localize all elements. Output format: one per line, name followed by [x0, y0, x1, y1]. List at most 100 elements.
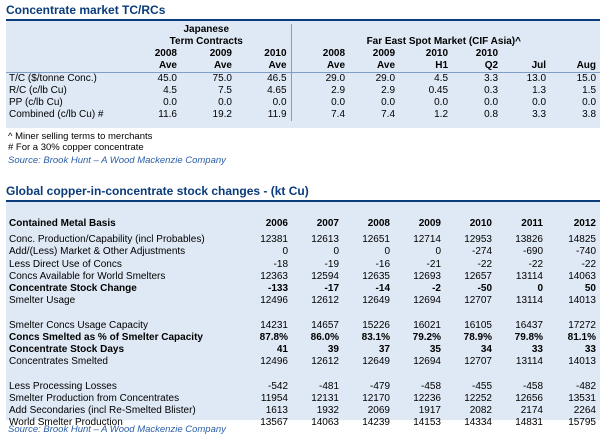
tc-header-group1: Japanese [6, 24, 601, 36]
value-cell: -458 [522, 380, 543, 392]
table-row: Less Processing Losses -542 -481 -479 -458 -4… [6, 380, 600, 392]
year-cell: 2010 [475, 48, 499, 59]
value-cell: -19 [324, 258, 339, 270]
table-row: Concs Smelted as % of Smelter Capacity 87… [6, 332, 600, 344]
contained-metal-basis-header: Contained Metal Basis [9, 218, 116, 230]
value-cell: -690 [522, 246, 543, 258]
value-cell [394, 307, 445, 319]
table-row: Add Secondaries (incl Re-Smelted Blister… [6, 405, 600, 417]
value-cell: 1.3 [532, 85, 547, 96]
value-cell [496, 368, 547, 380]
value-cell: -481 [318, 380, 339, 392]
row-label: World Smelter Production [9, 417, 123, 429]
row-label: R/C (c/lb Cu) [9, 85, 67, 96]
section1-title: Concentrate market TC/RCs [6, 3, 166, 17]
source-note-1: Source: Brook Hunt – A Wood Mackenzie Co… [8, 155, 226, 166]
value-cell: 12131 [311, 392, 339, 404]
value-cell: 33 [531, 343, 543, 355]
value-cell: 13114 [515, 356, 543, 368]
value-cell: 34 [480, 343, 492, 355]
value-cell: 3.3 [452, 72, 503, 85]
value-cell: 2.9 [290, 85, 350, 97]
value-cell: -22 [528, 258, 543, 270]
value-cell: 11954 [260, 392, 288, 404]
value-cell: 16437 [515, 319, 543, 331]
value-cell: 12953 [464, 234, 492, 246]
value-cell: 12657 [464, 270, 492, 282]
value-cell: 14239 [362, 417, 390, 429]
value-cell: 12707 [464, 356, 492, 368]
value-cell: 29.0 [349, 72, 400, 85]
value-cell: -22 [581, 258, 596, 270]
value-cell [343, 368, 394, 380]
value-cell: 2174 [520, 404, 543, 416]
value-cell: 14831 [515, 417, 543, 429]
japanese-header-line2: Term Contracts [169, 36, 243, 47]
tc-row: PP (c/lb Cu) 0.0 0.0 0.0 0.0 0.0 0.0 0.0 0.0 0.0 [6, 97, 600, 109]
year-cell: 2009 [372, 48, 396, 59]
table-row: Concentrate Stock Days 41 39 37 35 34 33 33 [6, 344, 600, 356]
value-cell: 0 [282, 246, 288, 258]
value-cell: 86.0% [310, 331, 339, 343]
value-cell: 4.5 [163, 85, 177, 96]
table-row: Concentrate Stock Change -133 -17 -14 -2 -50 0… [6, 283, 600, 295]
value-cell: -21 [426, 258, 441, 270]
value-cell: -458 [420, 380, 441, 392]
value-cell: 3.8 [582, 109, 597, 120]
value-cell: 13114 [515, 295, 543, 307]
value-cell [242, 307, 292, 319]
value-cell: 0 [537, 283, 543, 295]
value-cell: 12694 [413, 356, 441, 368]
year-header: 2011 [521, 218, 543, 230]
value-cell: 2.9 [381, 85, 396, 96]
row-label: Combined (c/lb Cu) # [9, 109, 104, 120]
value-cell: 12496 [260, 356, 288, 368]
value-cell: 1.5 [582, 85, 597, 96]
value-cell: 4.65 [267, 85, 287, 96]
tc-row: Combined (c/lb Cu) #11.6 19.2 11.9 7.4 7.4 1.… [6, 109, 600, 121]
far-east-header: Far East Spot Market (CIF Asia)^ [290, 36, 601, 48]
value-cell: 0.0 [163, 97, 177, 108]
value-cell: 50 [584, 283, 596, 295]
value-cell: 12694 [413, 295, 441, 307]
value-cell: 0.0 [381, 97, 396, 108]
value-cell: 12707 [464, 295, 492, 307]
value-cell: 14153 [413, 417, 441, 429]
table-row: Add/(Less) Market & Other Adjustments 0 0 0… [6, 246, 600, 258]
value-cell: 12252 [464, 392, 492, 404]
value-cell: 14063 [311, 417, 339, 429]
row-label: Add/(Less) Market & Other Adjustments [9, 246, 186, 258]
table-row: Concentrates Smelted 12496 12612 12649 12694… [6, 356, 600, 368]
source-note-2: Source: Brook Hunt – A Wood Mackenzie Co… [8, 424, 226, 435]
row-label: Concs Smelted as % of Smelter Capacity [9, 331, 203, 343]
value-cell: -14 [375, 283, 390, 295]
value-cell: -22 [477, 258, 492, 270]
value-cell: 11.6 [158, 109, 177, 120]
value-cell: 14063 [568, 270, 596, 282]
value-cell: 0 [384, 246, 390, 258]
table-row: Less Direct Use of Concs -18 -19 -16 -21 -22 -… [6, 259, 600, 271]
value-cell: 45.0 [126, 72, 181, 85]
table-row: Conc. Production/Capability (incl Probab… [6, 234, 600, 246]
value-cell: 12236 [413, 392, 441, 404]
value-cell: 87.8% [259, 331, 288, 343]
table-row: Smelter Production from Concentrates 1195… [6, 393, 600, 405]
year-cell: 2010 [425, 48, 449, 59]
section2-title: Global copper-in-concentrate stock chang… [6, 184, 309, 198]
japanese-header-line1: Japanese [183, 24, 230, 35]
value-cell: -17 [324, 283, 339, 295]
value-cell [343, 307, 394, 319]
value-cell: 12613 [311, 234, 339, 246]
year-header: 2010 [469, 218, 492, 230]
value-cell [394, 368, 445, 380]
value-cell: 0.0 [532, 97, 547, 108]
row-label: Smelter Usage [9, 295, 76, 307]
value-cell: 0.0 [290, 97, 350, 109]
tc-rc-table: Japanese Term Contracts Far East Spot Ma… [6, 24, 601, 121]
stock-changes-table: Contained Metal Basis 2006 2007 2008 200… [6, 216, 600, 429]
year-header: 2012 [573, 218, 596, 230]
row-label: Concentrate Stock Change [9, 283, 137, 295]
value-cell: 12651 [362, 234, 390, 246]
value-cell: 41 [276, 343, 288, 355]
